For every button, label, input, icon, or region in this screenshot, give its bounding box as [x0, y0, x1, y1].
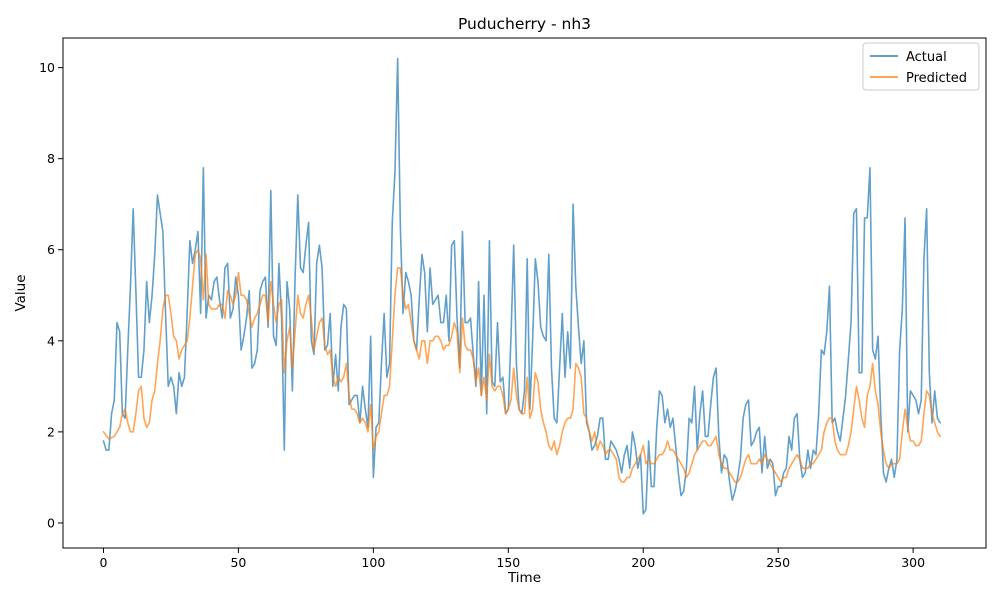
x-tick-label: 300 [901, 555, 925, 570]
legend-box [862, 42, 980, 91]
x-tick-label: 150 [496, 555, 520, 570]
series-line-predicted [102, 248, 941, 483]
legend-label-actual: Actual [906, 50, 947, 65]
x-tick-label: 0 [100, 555, 108, 570]
chart-title: Puducherry - nh3 [458, 15, 591, 33]
legend: Actual Predicted [862, 42, 980, 91]
legend-label-predicted: Predicted [906, 71, 967, 86]
y-tick-label: 6 [47, 242, 55, 257]
y-tick-label: 2 [47, 424, 55, 439]
y-tick-label: 10 [39, 60, 55, 75]
y-axis: 0 2 4 6 8 10 [39, 60, 63, 530]
x-tick-label: 200 [631, 555, 655, 570]
x-tick-label: 250 [766, 555, 790, 570]
x-axis-label: Time [507, 570, 541, 586]
y-axis-label: Value [13, 274, 29, 311]
series-layer [102, 57, 941, 515]
y-tick-label: 8 [47, 151, 55, 166]
plot-frame [62, 37, 987, 549]
x-tick-label: 50 [230, 555, 246, 570]
x-axis: 0 50 100 150 200 250 300 [100, 548, 925, 570]
y-tick-label: 0 [47, 515, 55, 530]
x-tick-label: 100 [361, 555, 385, 570]
y-tick-label: 4 [47, 333, 55, 348]
